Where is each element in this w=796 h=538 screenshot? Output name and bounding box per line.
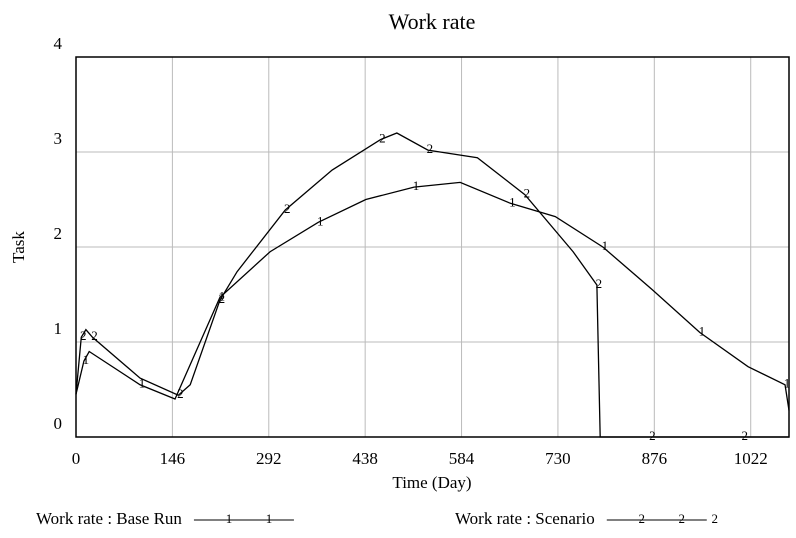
series-marker: 2 xyxy=(524,186,531,201)
series-marker: 2 xyxy=(742,428,749,443)
legend-marker: 2 xyxy=(639,511,646,526)
y-tick-label: 4 xyxy=(54,34,63,53)
x-tick-label: 292 xyxy=(256,449,282,468)
series-marker: 1 xyxy=(602,238,609,253)
series-marker: 2 xyxy=(219,291,226,306)
x-axis-label: Time (Day) xyxy=(392,473,471,492)
series-marker: 2 xyxy=(177,386,184,401)
x-tick-label: 730 xyxy=(545,449,571,468)
series-marker: 1 xyxy=(83,352,90,367)
legend-marker: 2 xyxy=(679,511,686,526)
series-marker: 1 xyxy=(784,376,791,391)
series-marker: 2 xyxy=(284,201,291,216)
x-tick-label: 146 xyxy=(160,449,186,468)
series-line xyxy=(75,132,789,438)
x-tick-label: 438 xyxy=(352,449,378,468)
legend-marker: 1 xyxy=(226,511,233,526)
chart-title: Work rate xyxy=(389,9,476,34)
series-marker: 2 xyxy=(91,328,98,343)
series-marker: 1 xyxy=(509,194,516,209)
x-tick-label: 876 xyxy=(642,449,668,468)
x-tick-label: 1022 xyxy=(734,449,768,468)
series-marker: 1 xyxy=(699,323,706,338)
series-marker: 1 xyxy=(413,178,420,193)
series-marker: 2 xyxy=(379,131,386,146)
y-tick-label: 2 xyxy=(54,224,63,243)
legend-label: Work rate : Base Run xyxy=(36,509,182,528)
y-axis-label: Task xyxy=(9,231,28,263)
series-marker: 2 xyxy=(649,428,656,443)
series-marker: 2 xyxy=(596,276,603,291)
legend-marker: 2 xyxy=(712,511,719,526)
series-marker: 2 xyxy=(427,141,434,156)
y-tick-label: 3 xyxy=(54,129,63,148)
series-line xyxy=(75,181,790,411)
series-marker: 1 xyxy=(317,213,324,228)
y-tick-label: 1 xyxy=(54,319,63,338)
y-tick-label: 0 xyxy=(54,414,63,433)
legend-label: Work rate : Scenario xyxy=(455,509,595,528)
series-marker: 2 xyxy=(80,328,87,343)
plot-frame xyxy=(75,56,790,438)
legend-marker: 1 xyxy=(266,511,273,526)
x-tick-label: 0 xyxy=(72,449,81,468)
series-marker: 1 xyxy=(139,376,146,391)
x-tick-label: 584 xyxy=(449,449,475,468)
